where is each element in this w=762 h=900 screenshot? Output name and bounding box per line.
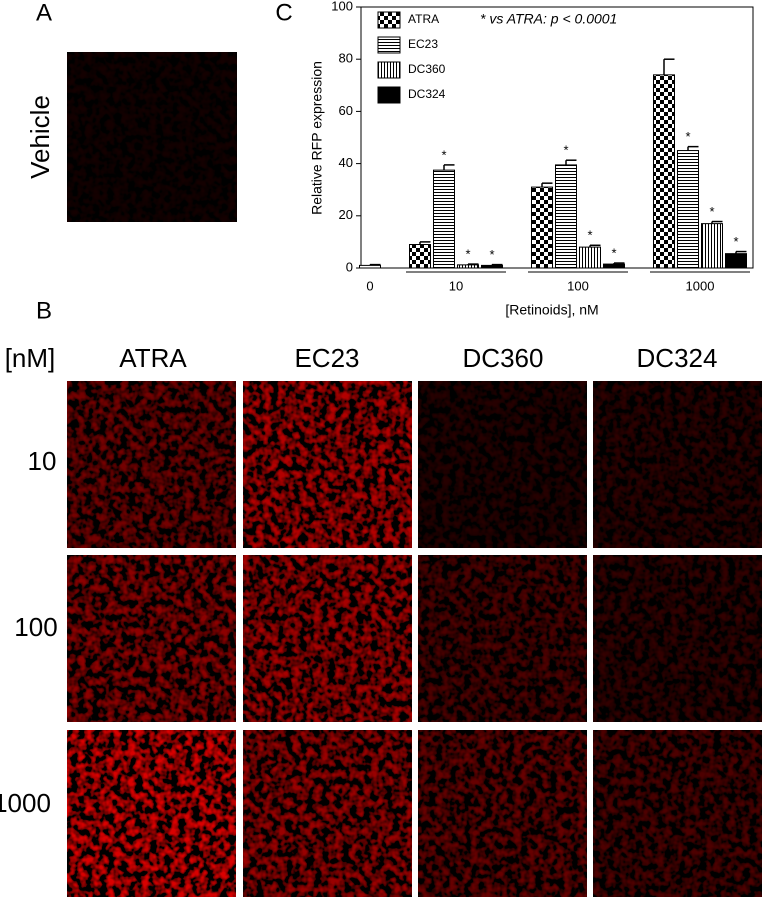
bar (481, 264, 503, 269)
panel-label: B (36, 297, 52, 324)
significance-marker: * (733, 234, 738, 249)
significance-marker: * (465, 247, 470, 262)
image-signal (67, 555, 236, 722)
x-tick-label: 100 (567, 278, 589, 293)
bar (579, 246, 601, 269)
image-signal (593, 730, 762, 897)
image-signal (418, 555, 587, 722)
x-axis-title: [Retinoids], nM (505, 302, 598, 318)
legend-swatch (377, 36, 401, 54)
image-signal (67, 381, 236, 548)
image-signal (67, 730, 236, 897)
row-label: 1000 (0, 788, 51, 818)
y-tick-label: 0 (346, 259, 353, 274)
y-tick-label: 100 (331, 0, 353, 13)
y-tick-label: 80 (339, 51, 353, 66)
panel-label: A (36, 0, 52, 26)
bar (677, 150, 699, 269)
panel-label: C (275, 0, 292, 26)
bar (433, 169, 455, 269)
micrograph (593, 730, 762, 897)
micrograph (418, 730, 587, 897)
significance-marker: * (441, 147, 446, 162)
image-signal (593, 555, 762, 722)
significance-marker: * (709, 204, 714, 219)
image-signal (243, 381, 412, 548)
y-tick-label: 60 (339, 103, 353, 118)
micrograph (418, 381, 587, 548)
bar (457, 264, 479, 269)
column-label: ATRA (119, 343, 187, 373)
unit-label: [nM] (5, 343, 56, 373)
column-label: EC23 (294, 343, 359, 373)
image-signal (418, 730, 587, 897)
significance-marker: * (563, 143, 568, 158)
image-label: Vehicle (25, 95, 55, 179)
legend-swatch (377, 61, 401, 79)
x-tick-label: 10 (449, 278, 463, 293)
micrograph (67, 381, 236, 548)
bar (725, 253, 747, 269)
image-signal (418, 381, 587, 548)
row-label: 10 (28, 446, 57, 476)
y-tick-label: 20 (339, 207, 353, 222)
x-tick-label: 0 (366, 278, 373, 293)
micrograph (67, 52, 237, 222)
y-tick-label: 40 (339, 155, 353, 170)
micrograph (418, 555, 587, 722)
micrograph-grid (67, 381, 762, 897)
bar (531, 186, 553, 269)
y-axis-title: Relative RFP expression (309, 61, 325, 215)
legend-label: DC360 (408, 62, 446, 76)
legend-swatch (377, 86, 401, 104)
micrograph (593, 381, 762, 548)
image-signal (593, 381, 762, 548)
micrograph (67, 555, 236, 722)
micrograph (67, 730, 236, 897)
bar (555, 164, 577, 269)
bar (603, 263, 625, 269)
bar (409, 244, 431, 269)
significance-marker: * (587, 228, 592, 243)
bar (359, 264, 381, 269)
micrograph (243, 555, 412, 722)
row-label: 100 (14, 612, 57, 642)
micrograph (243, 730, 412, 897)
column-label: DC324 (637, 343, 718, 373)
significance-marker: * (611, 245, 616, 260)
bar (701, 223, 723, 269)
micrograph (593, 555, 762, 722)
legend-label: EC23 (408, 37, 438, 51)
column-label: DC360 (463, 343, 544, 373)
significance-marker: * (685, 129, 690, 144)
legend-label: ATRA (408, 12, 439, 26)
annotation: * vs ATRA: p < 0.0001 (480, 11, 617, 27)
bar (653, 74, 675, 269)
legend-swatch (377, 11, 401, 29)
significance-marker: * (489, 247, 494, 262)
image-signal (243, 730, 412, 897)
micrograph (243, 381, 412, 548)
x-tick-label: 1000 (686, 278, 715, 293)
image-signal (243, 555, 412, 722)
legend-label: DC324 (408, 87, 446, 101)
